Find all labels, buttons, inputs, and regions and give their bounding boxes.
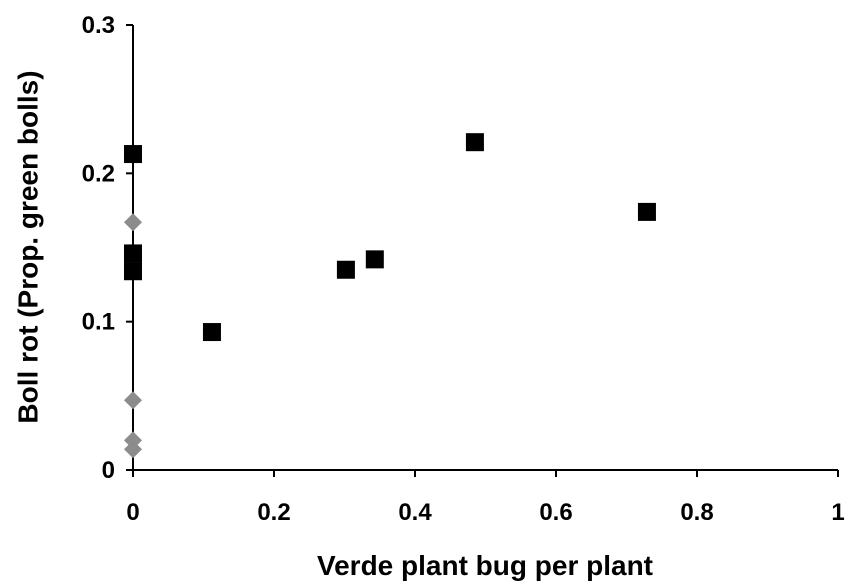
point [124,391,142,410]
point [202,323,221,342]
point [365,250,384,269]
point [465,133,484,152]
y-tick-label: 0.1 [82,309,115,336]
y-axis-label: Boll rot (Prop. green bolls) [12,70,43,423]
x-tick-label: 0 [126,499,139,526]
y-tick-label: 0 [102,457,115,484]
x-tick-label: 1 [831,499,844,526]
x-tick-label: 0.8 [680,499,713,526]
x-tick-label: 0.2 [257,499,290,526]
y-tick-label: 0.2 [82,160,115,187]
point [124,440,142,459]
point [336,260,355,279]
point [124,213,142,232]
point [124,145,142,164]
y-tick-label: 0.3 [82,12,115,39]
point [637,202,656,221]
x-axis-label: Verde plant bug per plant [317,550,653,581]
x-tick-label: 0.4 [398,499,432,526]
x-tick-label: 0.6 [539,499,572,526]
point [124,262,142,281]
point [124,244,142,263]
